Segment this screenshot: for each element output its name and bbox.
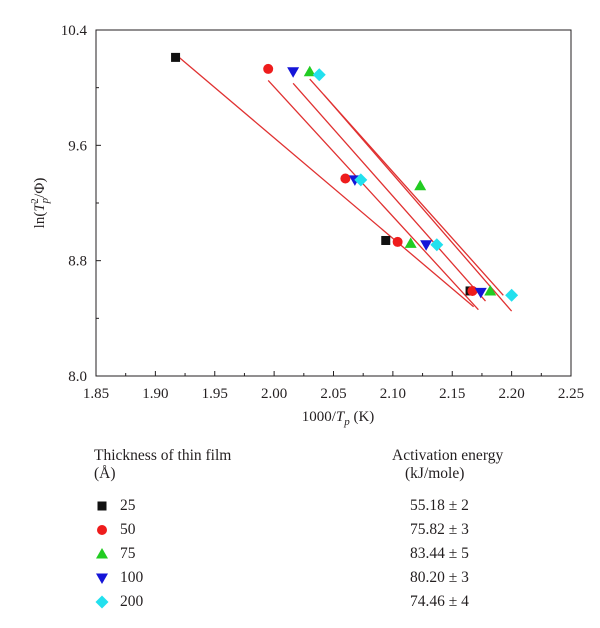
data-point-100 xyxy=(474,287,487,299)
fit-line-50 xyxy=(267,80,479,311)
x-tick-label: 2.05 xyxy=(320,386,346,402)
data-point-75 xyxy=(303,65,316,77)
y-tick-label: 9.6 xyxy=(68,138,87,154)
fit-line-25 xyxy=(178,56,475,308)
data-point-200 xyxy=(505,288,519,302)
x-tick-label: 2.25 xyxy=(558,386,584,402)
x-tick-label: 2.10 xyxy=(380,386,406,402)
data-point-200 xyxy=(312,68,326,82)
data-point-25 xyxy=(171,52,181,62)
data-point-25 xyxy=(381,235,391,245)
y-axis-title: ln(T2p/Φ) xyxy=(30,178,51,229)
data-point-50 xyxy=(263,63,274,74)
data-point-200 xyxy=(354,173,368,187)
data-point-200 xyxy=(430,238,444,252)
data-point-75 xyxy=(404,237,417,248)
y-tick-label: 8.0 xyxy=(68,369,87,385)
x-axis: 1.85 1.90 1.95 2.00 2.05 2.10 2.15 2.20 2.25 xyxy=(83,371,584,402)
data-point-75 xyxy=(414,179,427,191)
fit-lines xyxy=(178,56,513,312)
x-axis-title: 1000/Tp (K) xyxy=(302,409,375,428)
y-tick-label: 10.4 xyxy=(61,23,88,39)
x-tick-label: 1.95 xyxy=(202,386,228,402)
data-point-100 xyxy=(420,240,433,251)
plot-frame xyxy=(95,29,572,377)
fit-line-200 xyxy=(323,94,513,312)
data-point-50 xyxy=(392,236,403,247)
x-tick-label: 2.20 xyxy=(499,386,525,402)
x-tick-label: 1.90 xyxy=(142,386,168,402)
plot-area xyxy=(95,29,572,377)
data-point-50 xyxy=(340,173,351,184)
y-axis: 8.0 8.8 9.6 10.4 xyxy=(61,23,101,385)
x-tick-label: 2.00 xyxy=(261,386,287,402)
x-tick-label: 1.85 xyxy=(83,386,109,402)
data-points xyxy=(171,52,519,302)
x-tick-label: 2.15 xyxy=(439,386,465,402)
y-tick-label: 8.8 xyxy=(68,254,87,270)
data-point-75 xyxy=(484,284,497,296)
data-point-100 xyxy=(287,67,300,78)
fit-line-100 xyxy=(292,82,486,302)
data-point-50 xyxy=(467,285,478,296)
